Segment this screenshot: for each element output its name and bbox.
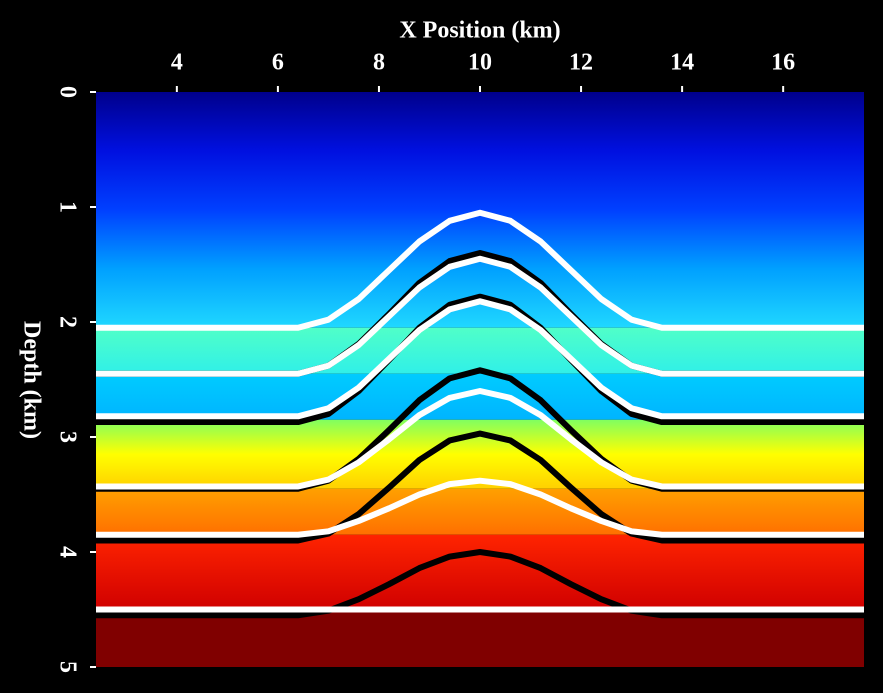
horizon-line — [96, 293, 864, 426]
x-tick-label: 6 — [272, 50, 284, 76]
horizon-line — [96, 255, 864, 377]
horizon-line — [96, 477, 864, 538]
y-tick-label: 0 — [54, 86, 80, 98]
x-tick-label: 8 — [373, 50, 385, 76]
velocity-layer — [96, 609, 864, 667]
x-tick-label: 16 — [771, 50, 795, 76]
velocity-layer — [96, 373, 864, 420]
y-tick-label: 3 — [54, 431, 80, 443]
horizon-line — [96, 209, 864, 331]
velocity-layer — [96, 488, 864, 535]
horizon-line — [96, 298, 864, 420]
velocity-layer — [96, 327, 864, 374]
chart-title: X Position (km) — [399, 18, 560, 44]
x-tick-label: 10 — [468, 50, 492, 76]
y-tick-label: 2 — [54, 316, 80, 328]
y-tick-label: 1 — [54, 201, 80, 213]
y-axis-label: Depth (km) — [18, 321, 44, 439]
horizon-line — [96, 388, 864, 490]
x-tick-label: 14 — [670, 50, 694, 76]
x-tick-label: 4 — [171, 50, 183, 76]
velocity-layer — [96, 534, 864, 610]
y-tick-label: 4 — [54, 546, 80, 558]
y-tick-label: 5 — [54, 661, 80, 673]
x-tick-label: 12 — [569, 50, 593, 76]
